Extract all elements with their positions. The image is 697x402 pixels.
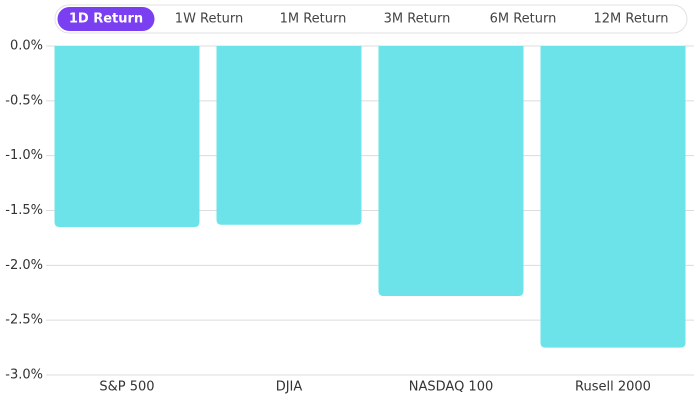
x-tick-label: DJIA (276, 380, 303, 395)
bar (54, 46, 200, 227)
tab[interactable]: 6M Return (490, 12, 557, 27)
y-tick-label: -2.0% (5, 258, 43, 273)
x-tick-label: Rusell 2000 (575, 380, 651, 395)
bar (216, 46, 362, 225)
tab[interactable]: 1D Return (69, 12, 143, 27)
tab[interactable]: 12M Return (593, 12, 668, 27)
tab-bar (54, 4, 688, 34)
y-tick-label: 0.0% (10, 39, 43, 54)
tab[interactable]: 1M Return (280, 12, 347, 27)
y-tick-label: -3.0% (5, 368, 43, 383)
active-tab-pill (57, 7, 155, 31)
x-tick-label: NASDAQ 100 (409, 380, 494, 395)
y-tick-label: -2.5% (5, 313, 43, 328)
y-tick-label: -1.5% (5, 203, 43, 218)
y-tick-label: -0.5% (5, 93, 43, 108)
x-tick-label: S&P 500 (99, 380, 154, 395)
bar (378, 46, 524, 297)
tab[interactable]: 3M Return (384, 12, 451, 27)
tab[interactable]: 1W Return (175, 12, 243, 27)
bar (540, 46, 686, 348)
y-tick-label: -1.0% (5, 148, 43, 163)
